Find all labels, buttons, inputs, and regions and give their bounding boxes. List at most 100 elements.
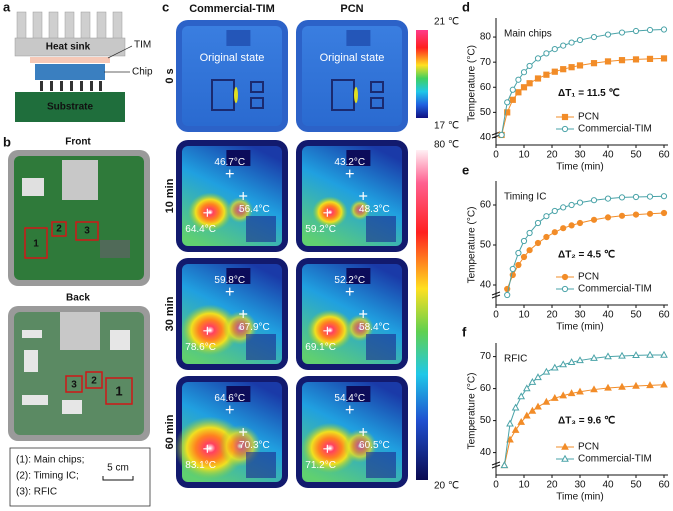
point xyxy=(534,219,542,227)
point xyxy=(551,68,558,75)
crosshair xyxy=(203,444,212,453)
solder xyxy=(40,81,102,91)
legend-label: PCN xyxy=(578,112,599,123)
x-tick-label: 10 xyxy=(518,480,530,491)
point xyxy=(590,197,598,204)
row-label: 60 min xyxy=(164,414,176,449)
chart-title: RFIC xyxy=(504,354,527,365)
point xyxy=(568,39,575,46)
column-header: Commercial-TIM xyxy=(189,3,275,15)
dark-area xyxy=(246,452,276,478)
column-header: PCN xyxy=(340,3,363,15)
chart-title: Timing IC xyxy=(504,192,546,203)
connector xyxy=(226,268,251,284)
temperature-label: 71.2°C xyxy=(305,460,336,471)
y-axis-label: Temperature (°C) xyxy=(467,207,478,284)
connector xyxy=(62,160,98,200)
point xyxy=(511,425,520,433)
point xyxy=(543,50,550,57)
point xyxy=(576,387,584,395)
marker-label: 1 xyxy=(33,239,39,250)
y-tick-label: 70 xyxy=(480,351,492,362)
point xyxy=(534,75,542,82)
point xyxy=(520,237,528,245)
legend-label: PCN xyxy=(578,442,599,453)
point xyxy=(534,373,542,381)
point xyxy=(551,46,558,53)
panel-letter: d xyxy=(462,0,470,14)
point xyxy=(550,393,559,401)
pads xyxy=(22,330,130,414)
label: Chip xyxy=(132,67,153,78)
point xyxy=(660,26,668,33)
point xyxy=(526,229,533,237)
crosshair xyxy=(225,405,234,414)
point xyxy=(550,363,559,371)
point xyxy=(604,31,612,38)
y-tick-label: 50 xyxy=(480,240,492,251)
hot-zone xyxy=(349,199,371,221)
legend-marker xyxy=(561,285,569,293)
point xyxy=(646,350,654,358)
x-axis-label: Time (min) xyxy=(556,322,603,333)
marker-label: 3 xyxy=(71,380,77,391)
scale-text: 5 cm xyxy=(107,463,129,474)
y-tick-label: 60 xyxy=(480,383,492,394)
legend-label: Commercial-TIM xyxy=(578,284,652,295)
dark-area xyxy=(246,216,276,242)
component xyxy=(22,178,44,196)
x-tick-label: 60 xyxy=(658,480,670,491)
legend-box xyxy=(9,447,151,507)
legend-marker xyxy=(561,273,569,281)
point xyxy=(618,194,626,201)
point xyxy=(559,391,568,399)
connector xyxy=(226,30,251,46)
thermal-field xyxy=(182,26,282,126)
crosshair xyxy=(323,326,332,335)
point xyxy=(526,247,533,254)
point xyxy=(567,358,576,366)
chart-title: Main chips xyxy=(504,29,552,40)
point xyxy=(506,435,514,443)
point xyxy=(568,64,575,71)
legend-marker xyxy=(561,442,569,450)
x-tick-label: 10 xyxy=(518,310,530,321)
point xyxy=(543,213,550,220)
point xyxy=(509,86,516,93)
point xyxy=(517,392,526,400)
connector xyxy=(60,312,100,350)
y-tick-label: 40 xyxy=(480,132,492,143)
point xyxy=(632,351,640,359)
temperature-label: 59.8°C xyxy=(214,275,245,286)
panel-letter: f xyxy=(462,324,467,339)
point xyxy=(660,55,668,62)
x-tick-label: 30 xyxy=(574,480,586,491)
substrate xyxy=(15,92,125,122)
legend-label: Commercial-TIM xyxy=(578,454,652,465)
point xyxy=(618,212,626,219)
x-tick-label: 20 xyxy=(546,310,558,321)
x-tick-label: 30 xyxy=(574,310,586,321)
hot-zone xyxy=(306,309,354,351)
row-label: 0 s xyxy=(164,68,176,83)
x-tick-label: 20 xyxy=(546,150,558,161)
y-tick-label: 80 xyxy=(480,32,492,43)
point xyxy=(560,204,567,211)
colorbar xyxy=(416,30,428,118)
spot xyxy=(234,87,238,103)
y-tick-label: 40 xyxy=(480,280,492,291)
crosshair xyxy=(239,428,248,436)
point xyxy=(660,193,668,200)
point xyxy=(576,219,584,227)
point xyxy=(506,419,514,427)
connector xyxy=(226,386,251,402)
temperature-label: 52.2°C xyxy=(334,275,365,286)
x-axis-label: Time (min) xyxy=(556,162,603,173)
y-tick-label: 50 xyxy=(480,107,492,118)
thermal-field xyxy=(302,26,402,126)
point xyxy=(590,60,598,67)
x-tick-label: 20 xyxy=(546,480,558,491)
y-tick-label: 40 xyxy=(480,447,492,458)
x-tick-label: 0 xyxy=(493,310,499,321)
